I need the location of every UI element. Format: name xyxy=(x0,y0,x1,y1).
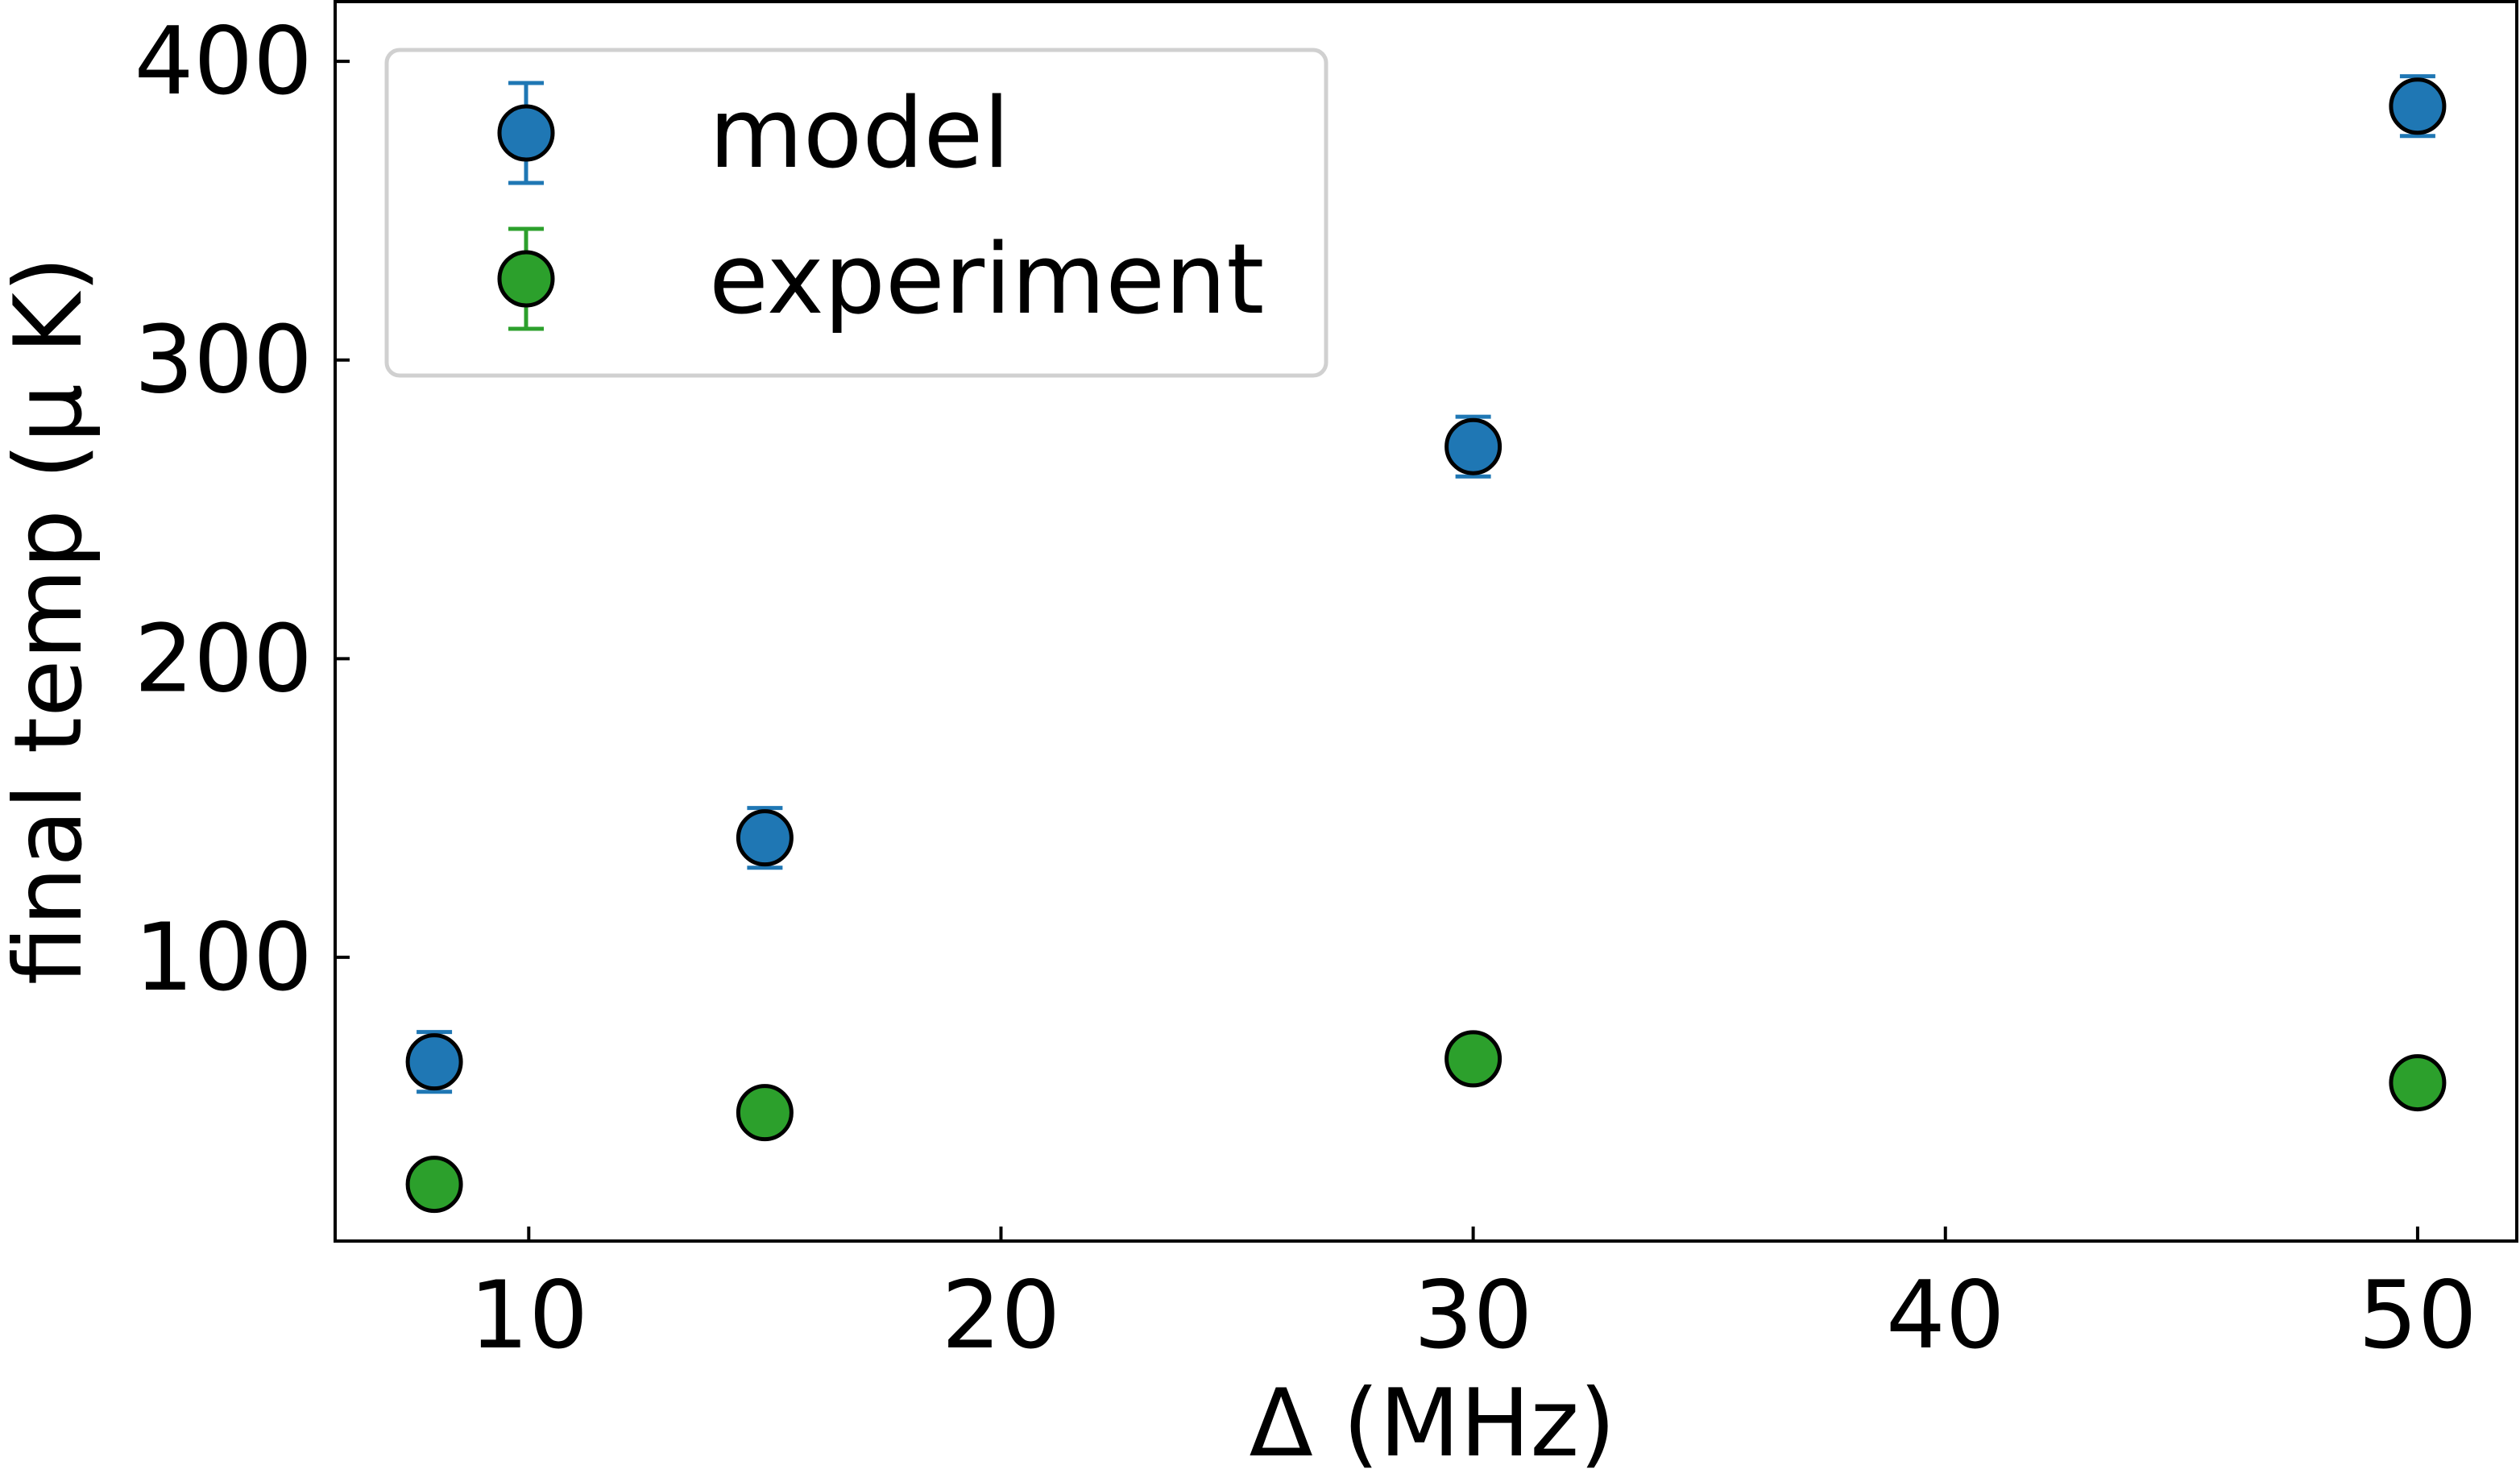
axes-layer: 10 20 30 40 50 100 200 300 400 xyxy=(135,0,2518,1370)
legend-marker xyxy=(497,104,555,162)
x-tick-label: 40 xyxy=(1886,1261,2005,1370)
data-point xyxy=(405,1156,463,1214)
data-point xyxy=(2389,1054,2447,1112)
data-point xyxy=(736,1084,794,1142)
x-axis-label: Δ (MHz) xyxy=(1250,1369,1616,1478)
data-point xyxy=(2389,77,2447,135)
x-tick-label: 50 xyxy=(2358,1261,2477,1370)
legend: model experiment xyxy=(384,48,1328,378)
y-tick-label: 200 xyxy=(135,604,313,713)
y-tick-label: 400 xyxy=(135,7,313,116)
legend-item-experiment: experiment xyxy=(497,224,1264,336)
y-tick-label: 100 xyxy=(135,903,313,1012)
data-point xyxy=(1444,1030,1502,1088)
plot-frame xyxy=(334,0,2518,1243)
legend-item-model: model xyxy=(497,78,1010,190)
marks-layer xyxy=(405,74,2447,1214)
data-point xyxy=(405,1033,463,1091)
x-tick-label: 10 xyxy=(470,1261,589,1370)
data-point xyxy=(736,809,794,867)
legend-label: experiment xyxy=(709,224,1264,336)
x-tick-label: 20 xyxy=(942,1261,1061,1370)
series-model xyxy=(405,74,2447,1094)
legend-marker xyxy=(497,250,555,308)
legend-box xyxy=(384,48,1328,378)
legend-label: model xyxy=(709,78,1010,190)
x-tick-label: 30 xyxy=(1414,1261,1533,1370)
series-experiment xyxy=(405,1030,2447,1214)
y-axis-label: final temp (μ K) xyxy=(0,256,103,985)
data-point xyxy=(1444,417,1502,475)
y-tick-label: 300 xyxy=(135,306,313,415)
